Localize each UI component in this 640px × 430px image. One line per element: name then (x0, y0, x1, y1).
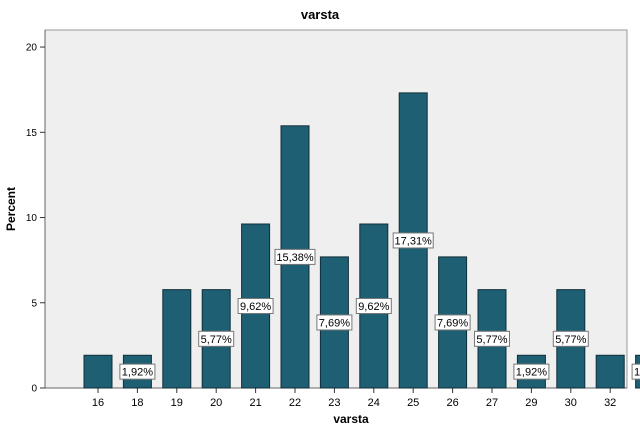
x-tick-label: 30 (565, 397, 577, 409)
bar (162, 289, 192, 389)
y-axis: 0 5 10 15 20 (26, 30, 46, 395)
x-tick-label: 16 (92, 397, 104, 409)
x-tick-label: 32 (604, 397, 616, 409)
data-label-box (631, 363, 640, 380)
x-tick-label: 24 (368, 397, 380, 409)
x-tick-label: 20 (210, 397, 222, 409)
data-label-box (392, 232, 434, 249)
x-tick-label: 23 (328, 397, 340, 409)
data-label-box (198, 330, 235, 347)
data-label: 1,92% (516, 367, 547, 379)
x-tick-label: 19 (171, 397, 183, 409)
x-tick-label: 21 (249, 397, 261, 409)
data-label: 1,92% (122, 367, 153, 379)
y-axis-label: Percent (4, 187, 18, 231)
data-label: 5,77% (555, 334, 586, 346)
x-tick-label: 27 (486, 397, 498, 409)
data-label: 9,62% (240, 301, 271, 313)
x-tick-label: 29 (525, 397, 537, 409)
y-tick-label: 5 (31, 298, 37, 309)
data-label: 5,77% (476, 334, 507, 346)
data-label-box (513, 363, 550, 380)
data-label-box (355, 298, 392, 315)
bar (83, 354, 113, 389)
data-label-box (552, 330, 589, 347)
data-label-box (274, 248, 316, 265)
data-label-box (119, 363, 156, 380)
data-label: 5,77% (201, 334, 232, 346)
data-label-box (237, 298, 274, 315)
x-tick-label: 18 (131, 397, 143, 409)
data-label-box (474, 330, 510, 347)
data-label: 7,69% (319, 317, 350, 329)
x-axis: 161819202122232425262729303240 (45, 387, 627, 409)
chart-title: varsta (301, 7, 340, 22)
y-tick-label: 0 (31, 384, 37, 395)
data-label-box (316, 314, 353, 331)
x-axis-label: varsta (333, 412, 369, 426)
bar (595, 354, 625, 389)
y-tick-label: 10 (26, 213, 38, 224)
data-label: 17,31% (395, 235, 433, 247)
data-label: 9,62% (358, 301, 389, 313)
x-tick-label: 26 (446, 397, 458, 409)
x-tick-label: 25 (407, 397, 419, 409)
data-label: 7,69% (437, 317, 468, 329)
data-label-box (434, 314, 471, 331)
data-label: 15,38% (276, 252, 314, 264)
y-tick-label: 20 (26, 43, 38, 54)
x-tick-label: 22 (289, 397, 301, 409)
y-tick-label: 15 (26, 128, 38, 139)
data-labels: 1,92% 5,77% 9,62% 15,38% 7,69% 9,62% 17,31% 7,6… (119, 232, 640, 380)
data-label: 1,92% (634, 367, 640, 379)
